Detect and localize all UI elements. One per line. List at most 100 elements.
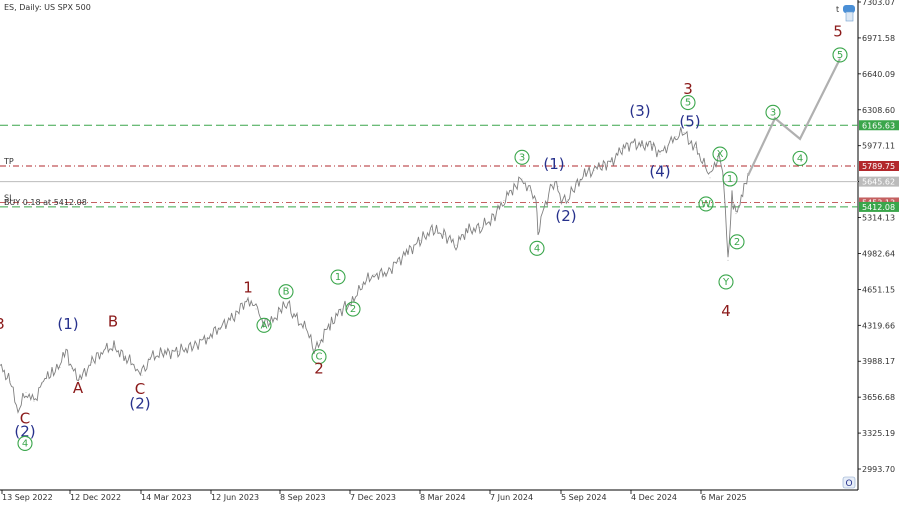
- series-0-point-67: [642, 145, 643, 146]
- series-0-point-73: [690, 141, 691, 142]
- wave-label-text-27: W: [701, 199, 711, 210]
- series-0-point-2: [18, 411, 19, 412]
- chart-title: ES, Daily: US SPX 500: [4, 3, 91, 12]
- series-0-point-9: [72, 368, 73, 369]
- wave-label-19: (2): [555, 207, 576, 225]
- series-0-point-82: [736, 213, 737, 214]
- series-0-point-7: [60, 367, 61, 368]
- series-0-point-60: [576, 184, 577, 185]
- series-0-point-4: [34, 401, 35, 402]
- wave-label-text-30: 4: [721, 302, 731, 320]
- price-label-4: 5412.08: [862, 203, 895, 212]
- series-0-point-74: [696, 147, 697, 148]
- series-0-point-41: [408, 251, 409, 252]
- wave-label-21: (4): [649, 162, 670, 180]
- timeframe-o-icon[interactable]: O: [843, 477, 855, 489]
- wave-label-text-11: A: [261, 320, 268, 331]
- series-0-point-25: [256, 309, 257, 310]
- x-tick-label-8: 5 Sep 2024: [561, 493, 607, 502]
- series-0-point-66: [632, 143, 633, 144]
- series-1-point-2: [800, 139, 801, 140]
- x-tick-label-1: 12 Dec 2022: [70, 493, 121, 502]
- level-tag-4: BUY 0.18 at 5412.08: [4, 198, 87, 207]
- y-tick-label-10: 3988.17: [862, 357, 895, 366]
- wave-label-text-2: A: [73, 379, 84, 397]
- tradingview-logo-icon[interactable]: t: [836, 5, 839, 14]
- wave-label-text-34: 5: [837, 50, 843, 61]
- wave-label-3: B: [108, 312, 118, 330]
- wave-label-text-33: 5: [833, 23, 843, 41]
- series-0-point-31: [306, 328, 307, 329]
- series-0-point-38: [374, 274, 375, 275]
- series-0-point-72: [684, 132, 685, 133]
- series-0-point-23: [236, 314, 237, 315]
- series-0-point-68: [652, 144, 653, 145]
- y-axis-ticks: 7303.07 6971.58 6640.09 6308.60 5977.11 5645.…: [858, 0, 895, 474]
- price-label-2: 5645.62: [862, 178, 895, 187]
- wave-label-text-1: (1): [57, 315, 78, 333]
- series-0-point-8: [66, 349, 67, 350]
- series-0-point-22: [220, 327, 221, 328]
- wave-label-9: 1: [243, 278, 253, 296]
- series-0-point-62: [594, 170, 595, 171]
- series-0-point-6: [52, 370, 53, 371]
- x-tick-label-10: 6 Mar 2025: [701, 493, 747, 502]
- series-0-point-46: [466, 231, 467, 232]
- wave-label-30: 4: [721, 302, 731, 320]
- series-0-point-58: [563, 202, 564, 203]
- y-tick-label-13: 2993.70: [862, 465, 895, 474]
- series-0-point-54: [538, 230, 539, 231]
- series-0-point-49: [504, 200, 505, 201]
- y-tick-label-12: 3325.19: [862, 429, 895, 438]
- x-tick-label-0: 13 Sep 2022: [2, 493, 53, 502]
- x-tick-label-6: 8 Mar 2024: [420, 493, 466, 502]
- series-0-point-27: [270, 324, 271, 325]
- wave-label-text-16: 3: [519, 152, 525, 163]
- wave-label-text-31: 3: [770, 107, 776, 118]
- wave-label-text-23: 5: [685, 98, 691, 109]
- series-0-point-76: [710, 178, 711, 179]
- y-tick-label-1: 6971.58: [862, 34, 895, 43]
- series-0-point-35: [342, 309, 343, 310]
- series-0-point-80: [728, 260, 729, 261]
- series-0-point-47: [480, 227, 481, 228]
- series-0-point-24: [248, 298, 249, 299]
- series-0-point-61: [586, 173, 587, 174]
- y-tick-label-7: 4982.64: [862, 249, 895, 258]
- y-tick-label-0: 7303.07: [862, 0, 895, 7]
- series-0-point-44: [444, 234, 445, 235]
- wave-label-text-29: Y: [722, 277, 730, 288]
- y-tick-label-2: 6640.09: [862, 70, 895, 79]
- series-0-point-52: [530, 191, 531, 192]
- series-0-point-12: [104, 350, 105, 351]
- series-0-point-39: [386, 273, 387, 274]
- series-0-point-56: [552, 184, 553, 185]
- series-0-point-84: [744, 184, 745, 185]
- series-0-point-32: [314, 349, 315, 350]
- wave-label-text-18: (1): [543, 155, 564, 173]
- series-0-point-55: [544, 208, 545, 209]
- wave-label-text-10: B: [283, 287, 290, 298]
- wave-label-text-13: 2: [314, 360, 324, 378]
- wave-label-text-20: (3): [629, 102, 650, 120]
- series-0-point-48: [492, 219, 493, 220]
- series-0-point-83: [740, 202, 741, 203]
- y-tick-label-9: 4319.66: [862, 321, 895, 330]
- x-tick-label-7: 7 Jun 2024: [490, 493, 533, 502]
- wave-label-text-25: X: [717, 149, 724, 160]
- y-tick-label-4: 5977.11: [862, 142, 895, 151]
- series-0-point-16: [142, 375, 143, 376]
- y-tick-label-3: 6308.60: [862, 106, 895, 115]
- x-tick-label-2: 14 Mar 2023: [141, 493, 192, 502]
- wave-label-20: (3): [629, 102, 650, 120]
- price-label-0: 6165.63: [862, 121, 895, 130]
- wave-label-text-21: (4): [649, 162, 670, 180]
- series-0-point-40: [398, 261, 399, 262]
- wave-label-13: 2: [314, 360, 324, 378]
- x-tick-label-9: 4 Dec 2024: [631, 493, 677, 502]
- series-0-point-21: [206, 338, 207, 339]
- series-0-point-53: [536, 202, 537, 203]
